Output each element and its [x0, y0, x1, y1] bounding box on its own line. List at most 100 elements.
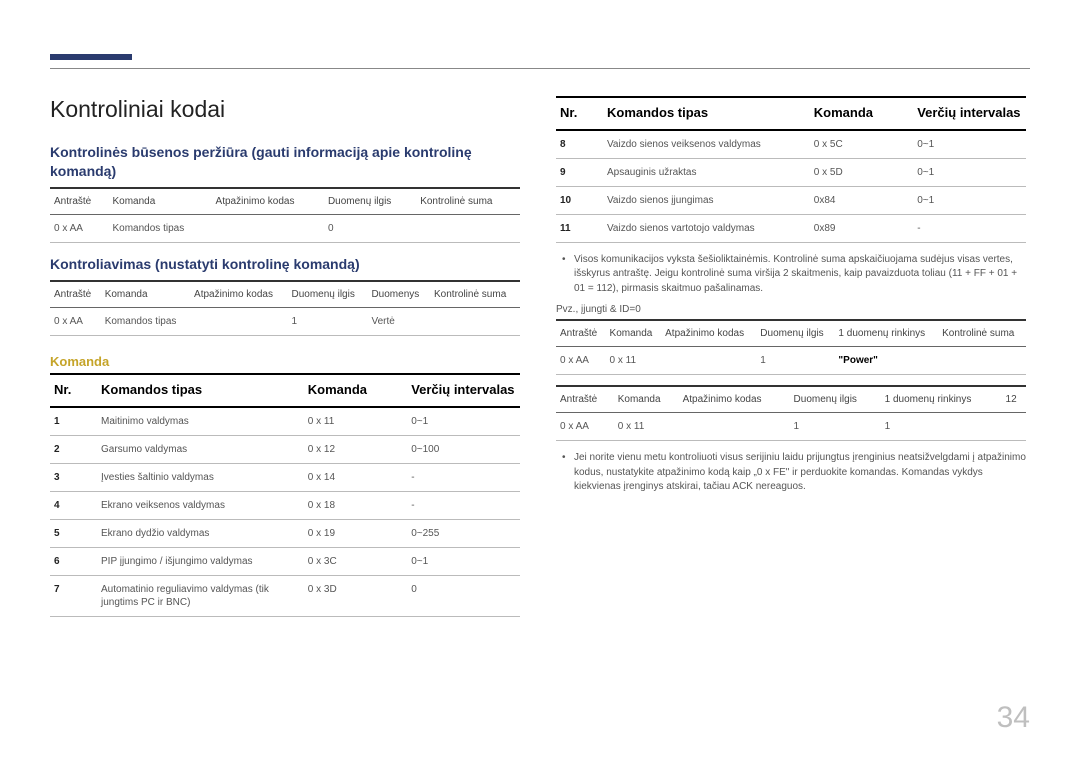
s1-h1: Komanda	[109, 188, 212, 215]
table-cell: Garsumo valdymas	[97, 435, 304, 463]
left-column: Kontroliniai kodai Kontrolinės būsenos p…	[50, 96, 520, 627]
e1-c0: 0 x AA	[556, 347, 606, 375]
table-cell: 11	[556, 214, 603, 242]
e2-h3: Duomenų ilgis	[790, 386, 881, 413]
page-title: Kontroliniai kodai	[50, 96, 520, 123]
table-row: 5Ekrano dydžio valdymas0 x 190~255	[50, 519, 520, 547]
table-row: 10Vaizdo sienos įjungimas0x840~1	[556, 186, 1026, 214]
table-row: 9Apsauginis užraktas0 x 5D0~1	[556, 158, 1026, 186]
s2-h5: Kontrolinė suma	[430, 281, 520, 308]
table-cell: 0~1	[407, 547, 520, 575]
s1-c0: 0 x AA	[50, 214, 109, 242]
table-row: 8Vaizdo sienos veiksenos valdymas0 x 5C0…	[556, 130, 1026, 159]
table-row: 1Maitinimo valdymas0 x 110~1	[50, 407, 520, 436]
e2-h4: 1 duomenų rinkinys	[881, 386, 1002, 413]
table-cell: 0~1	[913, 130, 1026, 159]
e1-h0: Antraštė	[556, 320, 606, 347]
s2-c5	[430, 307, 520, 335]
note-1: Visos komunikacijos vyksta šešioliktainė…	[556, 253, 1026, 297]
s2-c1: Komandos tipas	[101, 307, 190, 335]
s2-h1: Komanda	[101, 281, 190, 308]
table-cell: 0~1	[913, 186, 1026, 214]
table-cell: Vaizdo sienos įjungimas	[603, 186, 810, 214]
e1-h1: Komanda	[606, 320, 662, 347]
table-row: 4Ekrano veiksenos valdymas0 x 18-	[50, 491, 520, 519]
s2-c0: 0 x AA	[50, 307, 101, 335]
ct2-h3: Verčių intervalas	[913, 97, 1026, 130]
table-cell: 5	[50, 519, 97, 547]
table-cell: Automatinio reguliavimo valdymas (tik ju…	[97, 575, 304, 616]
example-table-2: Antraštė Komanda Atpažinimo kodas Duomen…	[556, 385, 1026, 441]
e2-c3: 1	[790, 413, 881, 441]
two-column-layout: Kontroliniai kodai Kontrolinės būsenos p…	[50, 0, 1030, 627]
right-column: Nr. Komandos tipas Komanda Verčių interv…	[556, 96, 1026, 627]
table-cell: 1	[50, 407, 97, 436]
table-cell: 0x84	[810, 186, 913, 214]
command-table-right: Nr. Komandos tipas Komanda Verčių interv…	[556, 96, 1026, 243]
table-cell: Apsauginis užraktas	[603, 158, 810, 186]
table-cell: 3	[50, 463, 97, 491]
ct2-h2: Komanda	[810, 97, 913, 130]
example-table-1: Antraštė Komanda Atpažinimo kodas Duomen…	[556, 319, 1026, 375]
s1-c3: 0	[324, 214, 416, 242]
s2-h0: Antraštė	[50, 281, 101, 308]
table-cell: 9	[556, 158, 603, 186]
table-cell: -	[407, 463, 520, 491]
e1-c5	[938, 347, 1026, 375]
table-cell: 0 x 19	[304, 519, 407, 547]
section2-heading: Kontroliavimas (nustatyti kontrolinę kom…	[50, 255, 520, 274]
table-cell: 8	[556, 130, 603, 159]
example-label: Pvz., įjungti & ID=0	[556, 304, 1026, 315]
s2-c2	[190, 307, 287, 335]
e1-c3: 1	[756, 347, 834, 375]
ct-h2: Komanda	[304, 374, 407, 407]
s2-h2: Atpažinimo kodas	[190, 281, 287, 308]
e2-h0: Antraštė	[556, 386, 614, 413]
table-cell: 0~1	[913, 158, 1026, 186]
ct-h0: Nr.	[50, 374, 97, 407]
ct2-h1: Komandos tipas	[603, 97, 810, 130]
table-cell: 0 x 11	[304, 407, 407, 436]
table-row: 11Vaizdo sienos vartotojo valdymas0x89-	[556, 214, 1026, 242]
s1-h4: Kontrolinė suma	[416, 188, 520, 215]
table-cell: Įvesties šaltinio valdymas	[97, 463, 304, 491]
table-cell: 0 x 18	[304, 491, 407, 519]
table-cell: 6	[50, 547, 97, 575]
e1-h3: Duomenų ilgis	[756, 320, 834, 347]
table-cell: 0 x 14	[304, 463, 407, 491]
s2-h4: Duomenys	[367, 281, 430, 308]
table-cell: 0~255	[407, 519, 520, 547]
note-2: Jei norite vienu metu kontroliuoti visus…	[556, 451, 1026, 495]
ct-h3: Verčių intervalas	[407, 374, 520, 407]
table-cell: Maitinimo valdymas	[97, 407, 304, 436]
table-cell: 0~1	[407, 407, 520, 436]
e1-h4: 1 duomenų rinkinys	[834, 320, 938, 347]
page-number: 34	[997, 701, 1030, 735]
table-cell: 0	[407, 575, 520, 616]
e2-c0: 0 x AA	[556, 413, 614, 441]
e1-c2	[661, 347, 756, 375]
s1-c2	[212, 214, 324, 242]
e1-h5: Kontrolinė suma	[938, 320, 1026, 347]
header-accent-bar	[50, 54, 132, 60]
s1-h2: Atpažinimo kodas	[212, 188, 324, 215]
s2-c3: 1	[287, 307, 367, 335]
s1-h0: Antraštė	[50, 188, 109, 215]
table-cell: 2	[50, 435, 97, 463]
table-cell: PIP įjungimo / išjungimo valdymas	[97, 547, 304, 575]
table-row: 2Garsumo valdymas0 x 120~100	[50, 435, 520, 463]
s2-h3: Duomenų ilgis	[287, 281, 367, 308]
table-cell: 0~100	[407, 435, 520, 463]
table-cell: Vaizdo sienos vartotojo valdymas	[603, 214, 810, 242]
table-cell: 0 x 3C	[304, 547, 407, 575]
s1-c1: Komandos tipas	[109, 214, 212, 242]
table-cell: 0 x 3D	[304, 575, 407, 616]
e2-c4: 1	[881, 413, 1002, 441]
table-cell: 0 x 5D	[810, 158, 913, 186]
komanda-subheading: Komanda	[50, 354, 520, 369]
e2-h2: Atpažinimo kodas	[679, 386, 790, 413]
e1-h2: Atpažinimo kodas	[661, 320, 756, 347]
section1-table: Antraštė Komanda Atpažinimo kodas Duomen…	[50, 187, 520, 243]
table-row: 7Automatinio reguliavimo valdymas (tik j…	[50, 575, 520, 616]
e2-c1: 0 x 11	[614, 413, 679, 441]
